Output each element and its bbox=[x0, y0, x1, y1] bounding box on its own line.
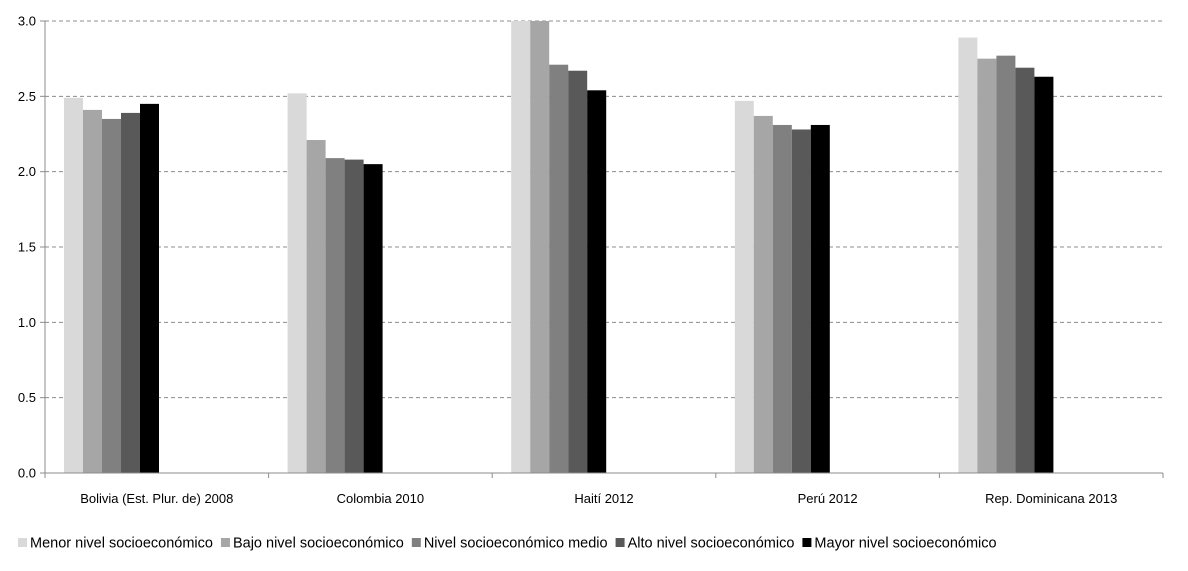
legend: Menor nivel socioeconómico Bajo nivel soc… bbox=[18, 536, 997, 552]
legend-swatch bbox=[615, 538, 625, 547]
legend-label: Nivel socioeconómico medio bbox=[424, 536, 608, 552]
legend-label: Alto nivel socioeconómico bbox=[628, 536, 795, 552]
x-category-label: Bolivia (Est. Plur. de) 2008 bbox=[80, 491, 233, 506]
y-tick-label: 0.5 bbox=[18, 390, 36, 405]
legend-swatch bbox=[220, 538, 230, 547]
bar bbox=[791, 129, 811, 474]
x-category-label: Rep. Dominicana 2013 bbox=[985, 491, 1117, 506]
bar bbox=[530, 21, 550, 473]
y-tick-label: 2.5 bbox=[18, 89, 36, 104]
y-tick-label: 0.0 bbox=[18, 466, 36, 481]
axes bbox=[40, 20, 1164, 478]
x-category-labels: Bolivia (Est. Plur. de) 2008 Colombia 201… bbox=[80, 491, 1117, 506]
bar bbox=[977, 58, 997, 474]
bar bbox=[958, 37, 978, 473]
x-category-label: Colombia 2010 bbox=[337, 491, 424, 506]
bar bbox=[753, 115, 773, 474]
bar bbox=[83, 109, 102, 473]
bar bbox=[287, 93, 307, 473]
legend-label: Bajo nivel socioeconómico bbox=[233, 536, 404, 552]
legend-swatch bbox=[411, 538, 421, 547]
bar bbox=[772, 124, 792, 474]
bar bbox=[306, 140, 326, 473]
bar bbox=[325, 158, 345, 473]
bar bbox=[511, 21, 531, 473]
y-tick-label: 1.0 bbox=[18, 315, 36, 330]
bar bbox=[363, 164, 383, 473]
bar bbox=[140, 103, 159, 473]
bar bbox=[587, 90, 607, 473]
y-tick-label: 3.0 bbox=[18, 14, 36, 29]
bar bbox=[1015, 67, 1035, 473]
bar bbox=[734, 100, 754, 473]
bar bbox=[121, 112, 140, 473]
legend-swatch bbox=[18, 538, 27, 547]
bar bbox=[1034, 76, 1054, 473]
bar bbox=[996, 55, 1016, 474]
y-tick-labels: 0.0 0.5 1.0 1.5 2.0 2.5 3.0 bbox=[18, 14, 36, 481]
y-tick-label: 2.0 bbox=[18, 164, 36, 179]
legend-label: Mayor nivel socioeconómico bbox=[814, 536, 996, 552]
bar bbox=[64, 97, 83, 473]
bars bbox=[64, 21, 1054, 474]
bar bbox=[549, 64, 569, 474]
legend-label: Menor nivel socioeconómico bbox=[30, 536, 213, 552]
bar bbox=[568, 70, 588, 473]
legend-swatch bbox=[802, 538, 812, 547]
x-category-label: Perú 2012 bbox=[798, 491, 858, 506]
bar bbox=[810, 124, 830, 474]
bar bbox=[344, 159, 364, 473]
bar bbox=[102, 118, 121, 473]
y-tick-label: 1.5 bbox=[18, 240, 36, 255]
x-category-label: Haití 2012 bbox=[574, 491, 633, 506]
